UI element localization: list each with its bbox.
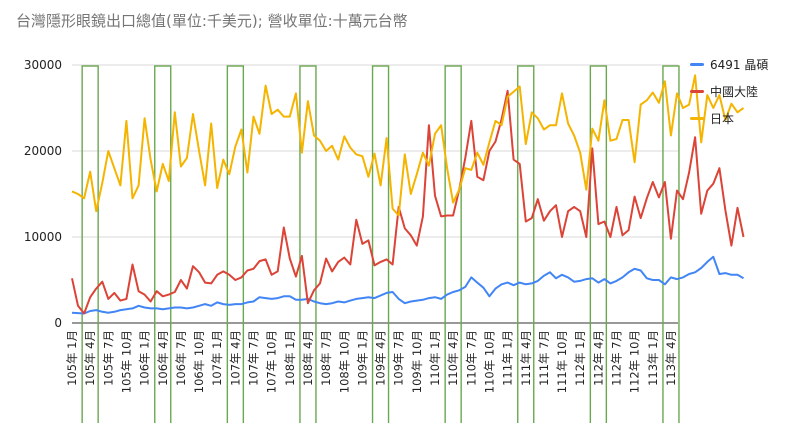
legend-swatch: [690, 90, 704, 93]
highlight-box: [81, 65, 99, 423]
x-tick-label: 110年 10月: [482, 330, 496, 393]
series-line-0: [71, 255, 745, 315]
x-tick-label: 108年 10月: [337, 330, 351, 393]
y-tick-label: 20000: [24, 144, 62, 158]
highlight-box: [662, 65, 680, 423]
series-lines: [71, 74, 745, 315]
x-tick-label: 109年 1月: [355, 330, 369, 386]
x-tick-label: 109年 4月: [374, 330, 388, 386]
legend-label: 中國大陸: [710, 85, 759, 99]
series-line-2: [71, 74, 745, 217]
x-tick-label: 107年 1月: [210, 330, 224, 386]
x-tick-label: 106年 4月: [156, 330, 170, 386]
x-tick-label: 106年 1月: [138, 330, 152, 386]
x-tick-label: 110年 4月: [446, 330, 460, 386]
x-tick-label: 109年 10月: [410, 330, 424, 393]
legend-label: 6491 晶碩: [710, 58, 769, 72]
x-tick-label: 112年 4月: [591, 330, 605, 386]
x-tick-label: 107年 7月: [247, 330, 261, 386]
highlight-box: [226, 65, 245, 423]
x-tick-label: 112年 10月: [628, 330, 642, 393]
x-tick-label: 111年 1月: [501, 330, 515, 386]
x-tick-label: 107年 4月: [228, 330, 242, 386]
legend-swatch: [690, 117, 704, 120]
x-tick-label: 105年 10月: [119, 330, 133, 393]
highlight-box: [299, 65, 317, 423]
y-tick-label: 30000: [24, 58, 62, 72]
x-tick-label: 110年 1月: [428, 330, 442, 386]
x-tick-label: 106年 7月: [174, 330, 188, 386]
highlight-box: [444, 65, 462, 423]
x-tick-label: 108年 1月: [283, 330, 297, 386]
series-line-1: [71, 89, 745, 315]
x-tick-label: 105年 4月: [83, 330, 97, 386]
y-tick-label: 0: [54, 316, 62, 330]
x-tick-label: 111年 10月: [555, 330, 569, 393]
x-tick-label: 108年 4月: [301, 330, 315, 386]
highlight-box: [371, 65, 390, 423]
highlight-box: [154, 65, 172, 423]
x-tick-label: 106年 10月: [192, 330, 206, 393]
x-tick-label: 112年 7月: [610, 330, 624, 386]
x-tick-label: 110年 7月: [464, 330, 478, 386]
x-tick-label: 108年 7月: [319, 330, 333, 386]
highlight-boxes: [81, 65, 680, 423]
x-tick-label: 111年 7月: [537, 330, 551, 386]
grid-lines: [72, 64, 678, 324]
x-axis-ticks: 105年 1月 105年 4月 105年 7月 105年 10月 106年 1月 106年…: [65, 330, 678, 393]
highlight-box: [589, 65, 608, 423]
x-tick-label: 111年 4月: [519, 330, 533, 386]
x-tick-label: 113年 1月: [646, 330, 660, 386]
y-axis-ticks: 0 10000 20000 30000: [24, 58, 62, 330]
x-tick-label: 109年 7月: [392, 330, 406, 386]
x-tick-label: 105年 7月: [101, 330, 115, 386]
x-tick-label: 107年 10月: [265, 330, 279, 393]
x-tick-label: 112年 1月: [573, 330, 587, 386]
x-tick-label: 113年 4月: [664, 330, 678, 386]
x-tick-label: 105年 1月: [65, 330, 79, 386]
y-tick-label: 10000: [24, 230, 62, 244]
legend-swatch: [690, 63, 704, 66]
highlight-box: [517, 65, 535, 423]
legend-label: 日本: [710, 112, 735, 126]
chart-title: 台灣隱形眼鏡出口總值(單位:千美元); 營收單位:十萬元台幣: [16, 12, 408, 30]
